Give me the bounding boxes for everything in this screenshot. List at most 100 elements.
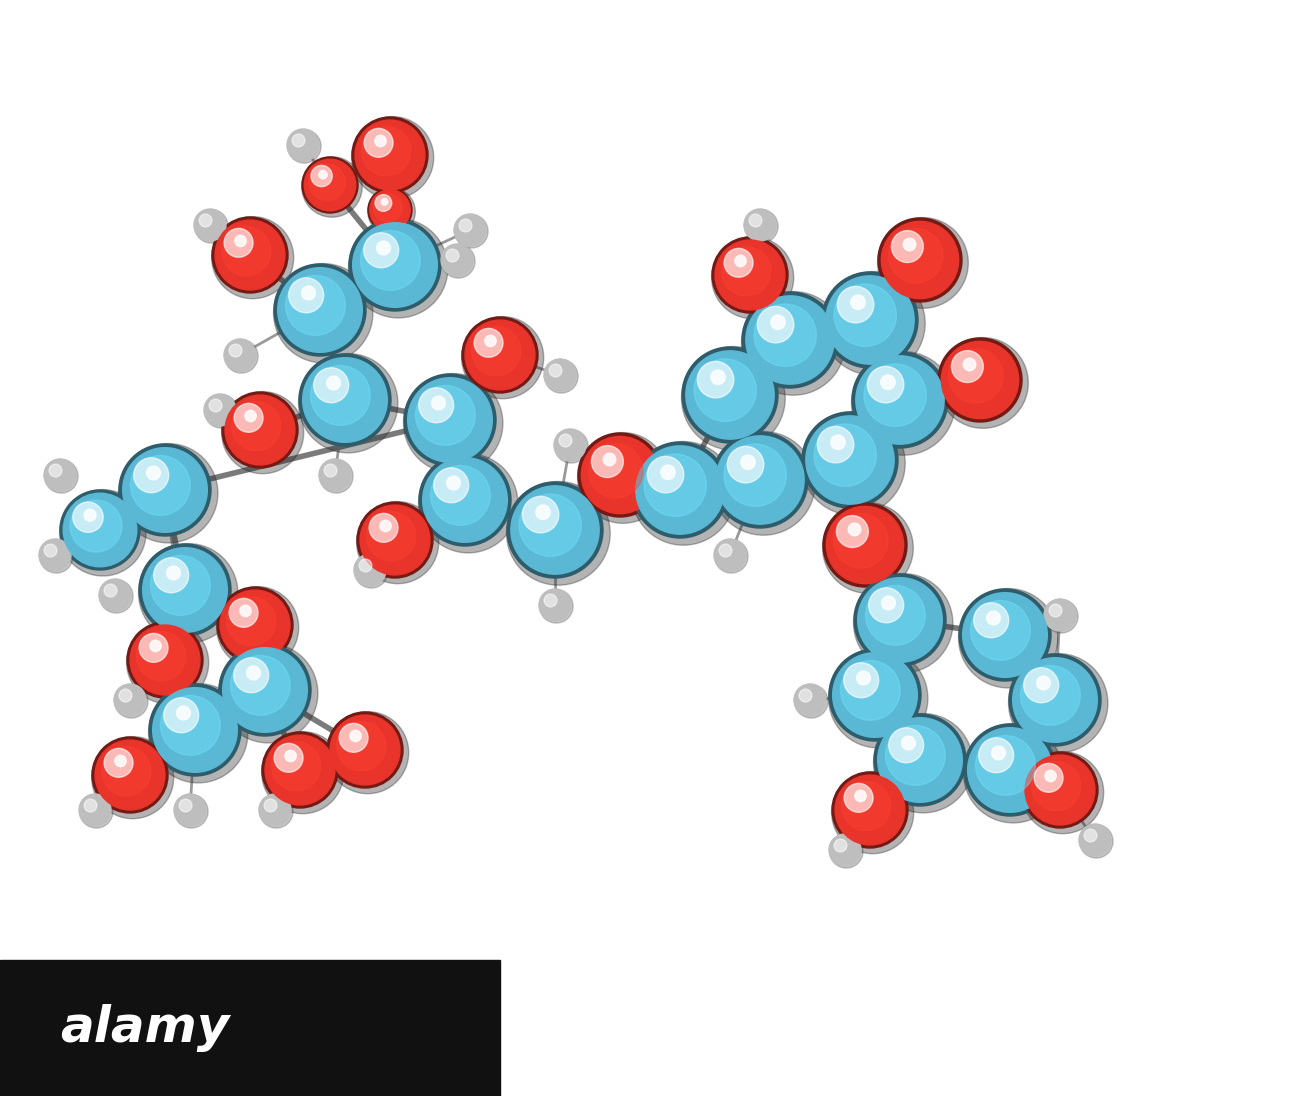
- Circle shape: [852, 352, 956, 455]
- Circle shape: [536, 505, 550, 520]
- Circle shape: [230, 655, 290, 716]
- Circle shape: [963, 723, 1063, 823]
- Circle shape: [174, 794, 205, 826]
- Circle shape: [724, 444, 786, 506]
- Circle shape: [540, 590, 573, 624]
- Circle shape: [523, 496, 559, 533]
- Circle shape: [164, 555, 177, 567]
- Circle shape: [104, 584, 117, 597]
- Circle shape: [794, 684, 826, 716]
- Circle shape: [315, 289, 346, 321]
- Circle shape: [136, 631, 186, 681]
- Circle shape: [632, 442, 736, 545]
- Circle shape: [952, 351, 983, 383]
- Circle shape: [226, 596, 276, 646]
- Circle shape: [746, 296, 835, 385]
- Circle shape: [741, 455, 755, 469]
- Circle shape: [1009, 653, 1108, 753]
- Circle shape: [166, 566, 181, 580]
- Circle shape: [975, 735, 1035, 796]
- Circle shape: [195, 209, 228, 243]
- Circle shape: [359, 559, 372, 572]
- Circle shape: [832, 772, 907, 848]
- Circle shape: [711, 237, 794, 319]
- Circle shape: [159, 549, 191, 581]
- Circle shape: [408, 378, 493, 463]
- Circle shape: [1013, 658, 1097, 742]
- Circle shape: [120, 444, 211, 536]
- Circle shape: [302, 157, 363, 217]
- Circle shape: [937, 338, 1028, 429]
- Circle shape: [224, 228, 254, 258]
- Circle shape: [903, 238, 915, 251]
- Circle shape: [126, 621, 209, 704]
- Circle shape: [355, 555, 389, 589]
- Circle shape: [247, 666, 260, 680]
- Circle shape: [681, 346, 785, 450]
- Circle shape: [749, 214, 762, 227]
- Circle shape: [831, 435, 845, 449]
- Circle shape: [902, 737, 915, 750]
- Circle shape: [868, 587, 904, 623]
- Circle shape: [287, 129, 321, 163]
- Circle shape: [1020, 665, 1080, 726]
- Circle shape: [454, 214, 486, 246]
- Circle shape: [835, 775, 905, 845]
- Circle shape: [274, 264, 367, 356]
- Circle shape: [354, 553, 386, 586]
- Circle shape: [745, 209, 779, 243]
- Circle shape: [218, 644, 311, 737]
- Circle shape: [979, 738, 1014, 773]
- Circle shape: [832, 772, 914, 854]
- Circle shape: [577, 433, 668, 523]
- Circle shape: [836, 515, 868, 548]
- Circle shape: [722, 247, 771, 296]
- Circle shape: [164, 698, 199, 733]
- Circle shape: [120, 689, 131, 701]
- Circle shape: [814, 424, 876, 487]
- Circle shape: [264, 799, 277, 812]
- Circle shape: [278, 267, 363, 352]
- Circle shape: [139, 544, 238, 643]
- Circle shape: [381, 198, 387, 205]
- Circle shape: [850, 295, 866, 309]
- Circle shape: [194, 209, 226, 241]
- Circle shape: [711, 432, 815, 535]
- Circle shape: [143, 548, 228, 632]
- Circle shape: [715, 539, 748, 573]
- Circle shape: [118, 444, 218, 543]
- Circle shape: [380, 521, 391, 532]
- Circle shape: [356, 502, 438, 584]
- Circle shape: [214, 220, 285, 290]
- Circle shape: [324, 464, 337, 477]
- Circle shape: [963, 593, 1048, 677]
- Circle shape: [1035, 764, 1063, 792]
- Circle shape: [91, 737, 174, 819]
- Circle shape: [434, 468, 469, 503]
- Circle shape: [474, 329, 503, 357]
- Bar: [0, 960, 500, 1096]
- Circle shape: [889, 728, 924, 763]
- Circle shape: [878, 218, 968, 308]
- Circle shape: [360, 505, 430, 575]
- Circle shape: [555, 430, 588, 464]
- Circle shape: [152, 687, 238, 773]
- Circle shape: [286, 275, 346, 335]
- Circle shape: [888, 228, 942, 283]
- Circle shape: [716, 436, 805, 524]
- Circle shape: [229, 344, 242, 357]
- Circle shape: [941, 341, 1019, 419]
- Circle shape: [127, 623, 203, 698]
- Circle shape: [218, 643, 318, 743]
- Circle shape: [835, 284, 897, 346]
- Circle shape: [84, 510, 96, 522]
- Circle shape: [229, 598, 257, 627]
- Circle shape: [302, 286, 316, 300]
- Circle shape: [326, 711, 408, 794]
- Circle shape: [829, 649, 920, 741]
- Circle shape: [837, 286, 874, 323]
- Circle shape: [712, 237, 788, 313]
- Circle shape: [315, 289, 348, 323]
- Circle shape: [44, 459, 75, 491]
- Circle shape: [719, 544, 732, 557]
